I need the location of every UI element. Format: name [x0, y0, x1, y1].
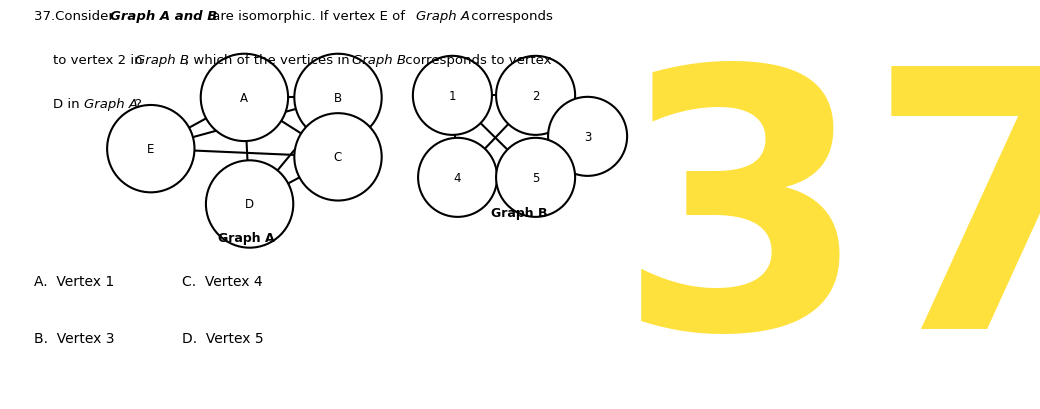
- Text: E: E: [147, 143, 155, 156]
- Text: Graph B: Graph B: [352, 54, 406, 67]
- Text: are isomorphic. If vertex E of: are isomorphic. If vertex E of: [208, 10, 410, 23]
- Text: B: B: [334, 92, 342, 105]
- Ellipse shape: [496, 57, 575, 135]
- Ellipse shape: [201, 54, 288, 142]
- Text: Graph B: Graph B: [491, 207, 547, 220]
- Text: to vertex 2 in: to vertex 2 in: [53, 54, 147, 67]
- Text: D.  Vertex 5: D. Vertex 5: [182, 331, 263, 345]
- Text: B.  Vertex 3: B. Vertex 3: [34, 331, 114, 345]
- Text: Graph A: Graph A: [416, 10, 470, 23]
- Text: C: C: [334, 151, 342, 164]
- Text: 2: 2: [531, 90, 540, 103]
- Text: 1: 1: [448, 90, 457, 103]
- Text: D: D: [245, 198, 254, 211]
- Text: , which of the vertices in: , which of the vertices in: [185, 54, 354, 67]
- Text: ?: ?: [134, 97, 141, 110]
- Ellipse shape: [548, 98, 627, 176]
- Text: 37.Consider: 37.Consider: [34, 10, 119, 23]
- Text: Graph A: Graph A: [218, 231, 275, 244]
- Ellipse shape: [294, 114, 382, 201]
- Ellipse shape: [206, 161, 293, 248]
- Text: A: A: [240, 92, 249, 105]
- Text: 37: 37: [617, 55, 1040, 403]
- Text: 3: 3: [583, 130, 592, 144]
- Ellipse shape: [107, 106, 194, 193]
- Text: 5: 5: [531, 171, 540, 184]
- Text: corresponds: corresponds: [467, 10, 553, 23]
- Text: Graph A: Graph A: [84, 97, 138, 110]
- Text: C.  Vertex 4: C. Vertex 4: [182, 274, 263, 288]
- Text: Graph A and B: Graph A and B: [110, 10, 217, 23]
- Text: A.  Vertex 1: A. Vertex 1: [34, 274, 114, 288]
- Ellipse shape: [418, 139, 497, 217]
- Text: Graph B: Graph B: [135, 54, 189, 67]
- Ellipse shape: [294, 54, 382, 142]
- Text: 4: 4: [453, 171, 462, 184]
- Text: D in: D in: [53, 97, 84, 110]
- Text: corresponds to vertex: corresponds to vertex: [401, 54, 552, 67]
- Ellipse shape: [413, 57, 492, 135]
- Ellipse shape: [496, 139, 575, 217]
